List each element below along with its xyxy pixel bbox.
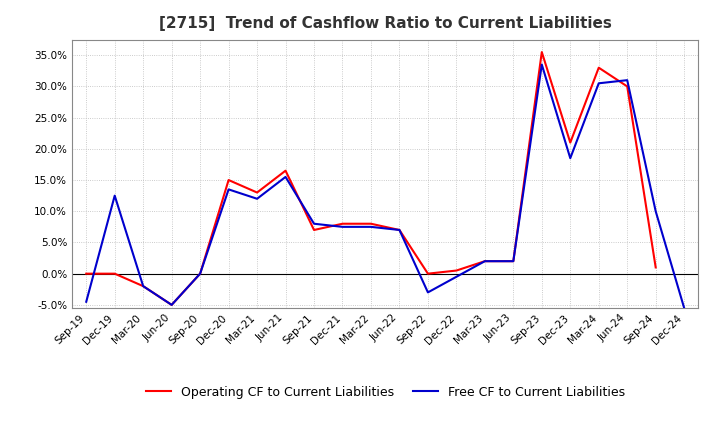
Legend: Operating CF to Current Liabilities, Free CF to Current Liabilities: Operating CF to Current Liabilities, Fre… — [140, 381, 630, 404]
Operating CF to Current Liabilities — [310, 227, 318, 233]
Free CF to Current Liabilities — [623, 77, 631, 83]
Free CF to Current Liabilities — [423, 290, 432, 295]
Free CF to Current Liabilities — [225, 187, 233, 192]
Free CF to Current Liabilities — [452, 274, 461, 279]
Free CF to Current Liabilities — [338, 224, 347, 230]
Operating CF to Current Liabilities — [537, 49, 546, 55]
Operating CF to Current Liabilities — [423, 271, 432, 276]
Free CF to Current Liabilities — [196, 271, 204, 276]
Free CF to Current Liabilities — [680, 305, 688, 311]
Operating CF to Current Liabilities — [480, 259, 489, 264]
Free CF to Current Liabilities — [509, 259, 518, 264]
Line: Operating CF to Current Liabilities: Operating CF to Current Liabilities — [86, 52, 656, 305]
Operating CF to Current Liabilities — [282, 168, 290, 173]
Operating CF to Current Liabilities — [253, 190, 261, 195]
Title: [2715]  Trend of Cashflow Ratio to Current Liabilities: [2715] Trend of Cashflow Ratio to Curren… — [159, 16, 611, 32]
Free CF to Current Liabilities — [82, 299, 91, 304]
Operating CF to Current Liabilities — [366, 221, 375, 226]
Free CF to Current Liabilities — [566, 156, 575, 161]
Free CF to Current Liabilities — [595, 81, 603, 86]
Operating CF to Current Liabilities — [595, 65, 603, 70]
Operating CF to Current Liabilities — [395, 227, 404, 233]
Operating CF to Current Liabilities — [225, 177, 233, 183]
Operating CF to Current Liabilities — [652, 265, 660, 270]
Free CF to Current Liabilities — [537, 62, 546, 67]
Operating CF to Current Liabilities — [452, 268, 461, 273]
Free CF to Current Liabilities — [167, 302, 176, 308]
Operating CF to Current Liabilities — [566, 140, 575, 145]
Free CF to Current Liabilities — [652, 209, 660, 214]
Line: Free CF to Current Liabilities: Free CF to Current Liabilities — [86, 65, 684, 308]
Operating CF to Current Liabilities — [167, 302, 176, 308]
Operating CF to Current Liabilities — [338, 221, 347, 226]
Free CF to Current Liabilities — [110, 193, 119, 198]
Free CF to Current Liabilities — [139, 283, 148, 289]
Operating CF to Current Liabilities — [623, 84, 631, 89]
Operating CF to Current Liabilities — [509, 259, 518, 264]
Free CF to Current Liabilities — [310, 221, 318, 226]
Free CF to Current Liabilities — [395, 227, 404, 233]
Operating CF to Current Liabilities — [139, 283, 148, 289]
Free CF to Current Liabilities — [366, 224, 375, 230]
Free CF to Current Liabilities — [253, 196, 261, 202]
Operating CF to Current Liabilities — [196, 271, 204, 276]
Operating CF to Current Liabilities — [110, 271, 119, 276]
Operating CF to Current Liabilities — [82, 271, 91, 276]
Free CF to Current Liabilities — [282, 174, 290, 180]
Free CF to Current Liabilities — [480, 259, 489, 264]
